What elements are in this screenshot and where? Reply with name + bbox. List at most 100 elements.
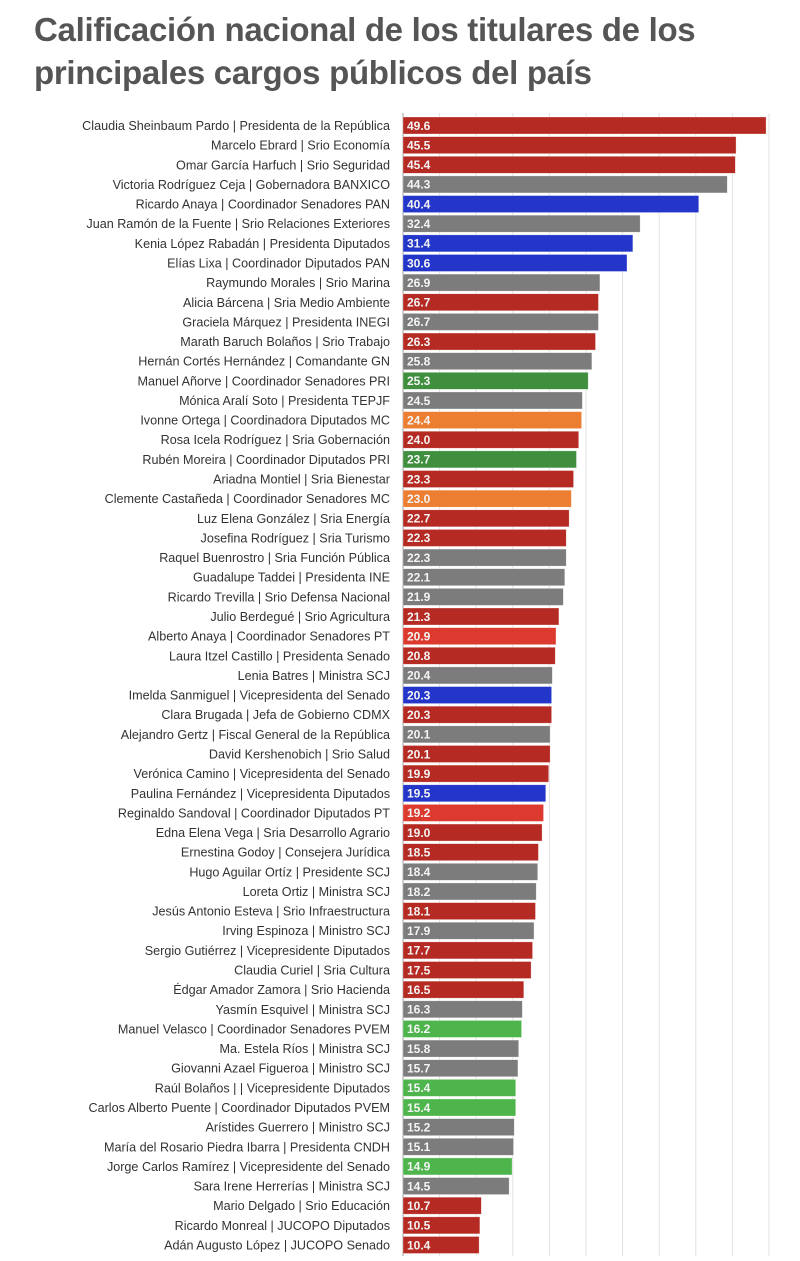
- value-label: 24.5: [407, 394, 431, 408]
- value-label: 24.0: [407, 433, 431, 447]
- category-label: Juan Ramón de la Fuente | Srio Relacione…: [86, 217, 390, 231]
- bar: [402, 823, 543, 842]
- bar: [402, 941, 533, 960]
- value-label: 20.9: [407, 629, 431, 643]
- category-label: Lenia Batres | Ministra SCJ: [238, 669, 390, 683]
- value-label: 45.4: [407, 158, 431, 172]
- category-label: Alicia Bárcena | Sria Medio Ambiente: [183, 296, 390, 310]
- category-label: Rosa Icela Rodríguez | Sria Gobernación: [161, 433, 390, 447]
- category-label: Rubén Moreira | Coordinador Diputados PR…: [142, 453, 390, 467]
- bar: [402, 1098, 517, 1117]
- value-label: 26.3: [407, 335, 431, 349]
- bar: [402, 843, 539, 861]
- category-label: Adán Augusto López | JUCOPO Senado: [164, 1238, 390, 1252]
- value-label: 10.7: [407, 1199, 431, 1213]
- bar: [402, 214, 641, 233]
- bar: [402, 764, 549, 783]
- value-label: 22.3: [407, 551, 431, 565]
- category-label: Elías Lixa | Coordinador Diputados PAN: [167, 256, 390, 270]
- value-label: 45.5: [407, 138, 431, 152]
- bar: [402, 411, 582, 429]
- bar: [402, 234, 634, 253]
- value-label: 22.1: [407, 571, 431, 585]
- bar: [402, 450, 577, 469]
- bar: [402, 372, 589, 390]
- category-label: Clara Brugada | Jefa de Gobierno CDMX: [161, 708, 390, 722]
- category-label: Clemente Castañeda | Coordinador Senador…: [105, 492, 390, 506]
- value-label: 20.3: [407, 688, 431, 702]
- category-label: María del Rosario Piedra Ibarra | Presid…: [104, 1140, 390, 1154]
- category-label: Ricardo Trevilla | Srio Defensa Nacional: [168, 590, 390, 604]
- bar: [402, 882, 537, 901]
- value-label: 21.9: [407, 590, 431, 604]
- value-label: 20.4: [407, 669, 431, 683]
- value-label: 21.3: [407, 610, 431, 624]
- bar: [402, 391, 583, 410]
- value-label: 18.1: [407, 904, 431, 918]
- category-label: Paulina Fernández | Vicepresidenta Diput…: [131, 787, 390, 801]
- chart-title: Calificación nacional de los titulares d…: [34, 8, 696, 94]
- category-label: Laura Itzel Castillo | Presidenta Senado: [169, 649, 390, 663]
- bar: [402, 666, 553, 685]
- value-label: 19.5: [407, 787, 431, 801]
- bar: [402, 686, 552, 704]
- bar: [402, 293, 599, 312]
- category-label: Reginaldo Sandoval | Coordinador Diputad…: [118, 806, 390, 820]
- value-label: 22.7: [407, 512, 431, 526]
- value-label: 15.8: [407, 1042, 431, 1056]
- value-label: 31.4: [407, 237, 431, 251]
- category-label: Sergio Gutiérrez | Vicepresidente Diputa…: [145, 944, 390, 958]
- value-label: 19.2: [407, 806, 431, 820]
- bar: [402, 568, 566, 587]
- category-label: Carlos Alberto Puente | Coordinador Dipu…: [89, 1101, 391, 1115]
- value-label: 32.4: [407, 217, 431, 231]
- category-label: Édgar Amador Zamora | Srio Hacienda: [173, 982, 390, 997]
- value-label: 18.4: [407, 865, 431, 879]
- category-label: Giovanni Azael Figueroa | Ministro SCJ: [171, 1062, 390, 1076]
- bar: [402, 195, 700, 213]
- category-label: Raúl Bolaños | | Vicepresidente Diputado…: [155, 1081, 390, 1095]
- chart-title-line-1: Calificación nacional de los titulares d…: [34, 11, 696, 48]
- value-label: 26.7: [407, 315, 431, 329]
- value-label: 19.9: [407, 767, 431, 781]
- category-label: Marcelo Ebrard | Srio Economía: [211, 139, 390, 153]
- bar: [402, 705, 552, 724]
- bar: [402, 607, 560, 626]
- category-label: Ricardo Monreal | JUCOPO Diputados: [175, 1219, 390, 1233]
- value-label: 23.3: [407, 472, 431, 486]
- category-label: Alejandro Gertz | Fiscal General de la R…: [121, 728, 390, 742]
- bar: [402, 646, 556, 665]
- value-label: 18.2: [407, 885, 431, 899]
- value-label: 23.0: [407, 492, 431, 506]
- value-label: 17.7: [407, 944, 431, 958]
- value-label: 44.3: [407, 178, 431, 192]
- bar: [402, 175, 728, 194]
- bar: [402, 254, 628, 272]
- category-label: Verónica Camino | Vicepresidenta del Sen…: [134, 767, 390, 781]
- bar: [402, 921, 535, 940]
- value-label: 26.9: [407, 276, 431, 290]
- bar: [402, 1000, 523, 1019]
- category-label: Yasmín Esquivel | Ministra SCJ: [215, 1003, 390, 1017]
- category-label: Edna Elena Vega | Sria Desarrollo Agrari…: [156, 826, 390, 840]
- bar: [402, 1177, 510, 1195]
- bar: [402, 313, 599, 331]
- value-label: 16.2: [407, 1022, 431, 1036]
- category-label: Hugo Aguilar Ortíz | Presidente SCJ: [189, 865, 390, 879]
- value-label: 22.3: [407, 531, 431, 545]
- value-label: 15.4: [407, 1081, 431, 1095]
- value-label: 20.8: [407, 649, 431, 663]
- value-label: 20.1: [407, 747, 431, 761]
- category-label: Claudia Curiel | Sria Cultura: [234, 964, 390, 978]
- bar: [402, 509, 570, 528]
- bar: [402, 1216, 481, 1235]
- category-label: Jesús Antonio Esteva | Srio Infraestruct…: [152, 905, 390, 919]
- bar: [402, 1118, 515, 1136]
- bar: [402, 430, 579, 449]
- category-label: Omar García Harfuch | Srio Seguridad: [176, 158, 390, 172]
- category-label: Ivonne Ortega | Coordinadora Diputados M…: [140, 414, 390, 428]
- category-label: Ricardo Anaya | Coordinador Senadores PA…: [136, 198, 390, 212]
- value-label: 25.3: [407, 374, 431, 388]
- value-label: 23.7: [407, 453, 431, 467]
